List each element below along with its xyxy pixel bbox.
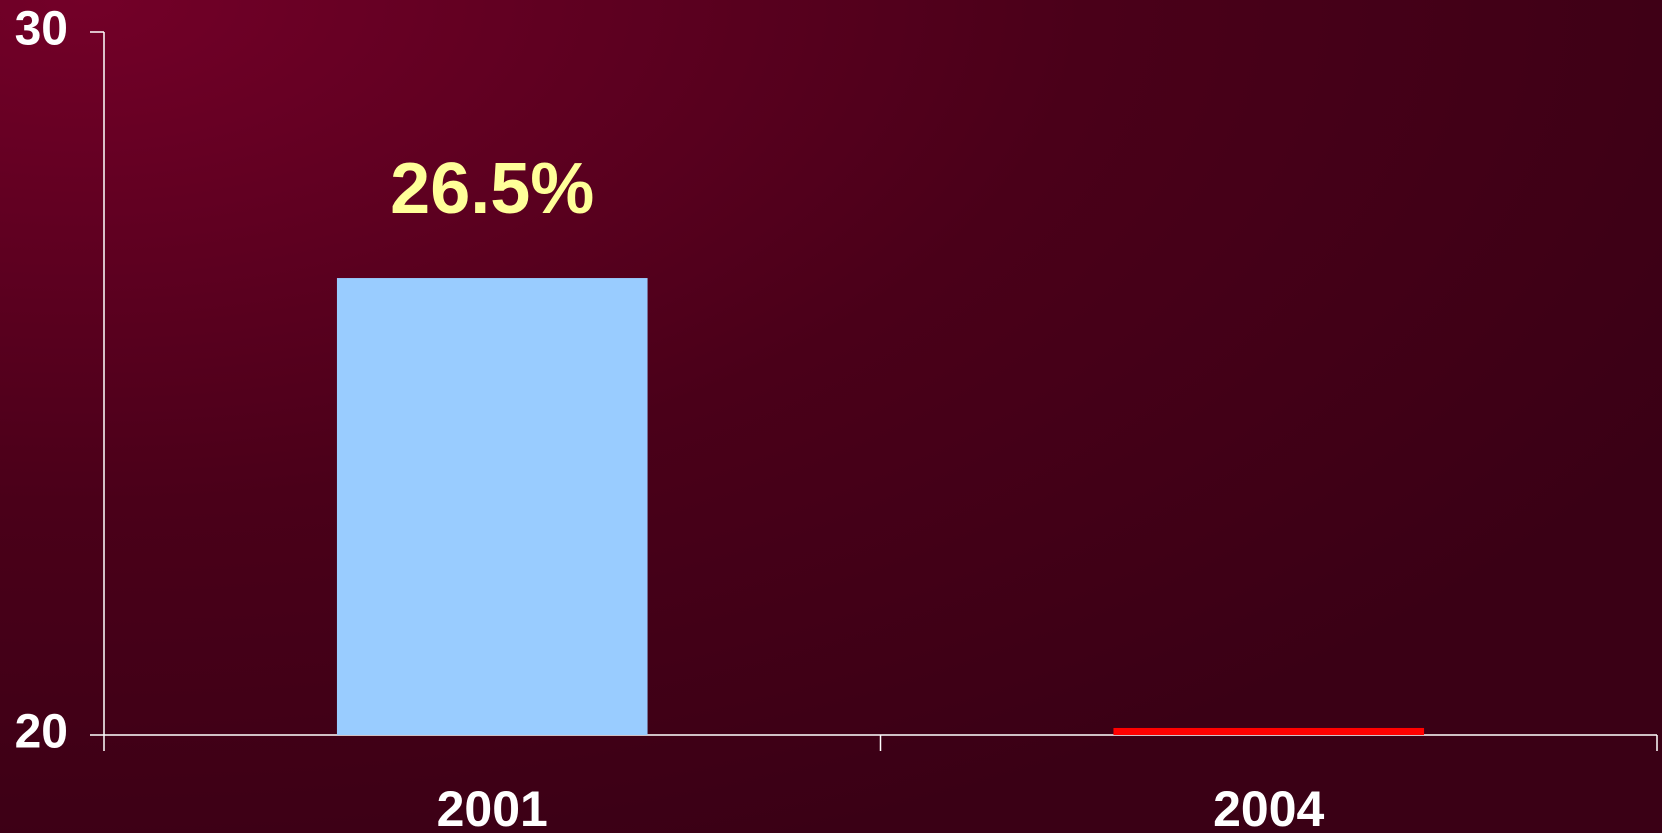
bar [336,278,648,735]
x-tick-label: 2001 [437,781,548,833]
bar [1113,727,1425,735]
y-tick-label: 20 [15,706,68,759]
value-label: 26.5% [390,149,594,229]
y-tick-label: 30 [15,3,68,56]
x-tick-label: 2004 [1213,781,1324,833]
